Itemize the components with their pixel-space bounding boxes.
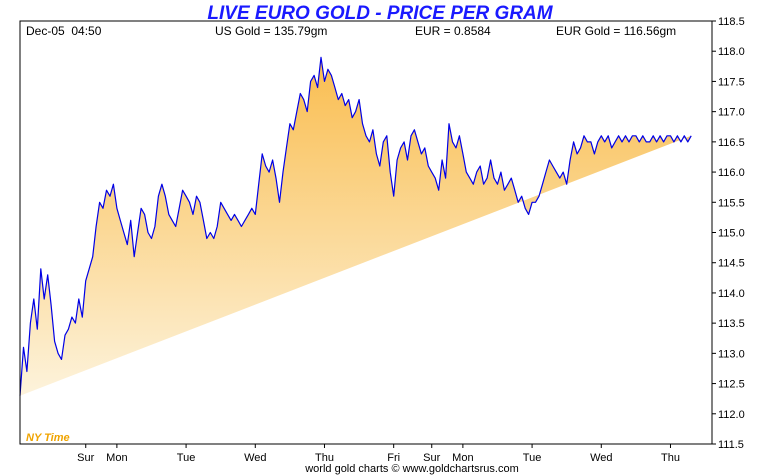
x-tick-label: Thu xyxy=(315,452,334,464)
x-tick-label: Tue xyxy=(523,452,542,464)
y-tick-label: 112.5 xyxy=(718,379,745,391)
chart-title: LIVE EURO GOLD - PRICE PER GRAM xyxy=(207,3,553,24)
x-tick-label: Thu xyxy=(661,452,680,464)
y-tick-label: 114.0 xyxy=(718,288,745,300)
footer-credit: world gold charts © www.goldchartsrus.co… xyxy=(304,463,519,475)
y-tick-label: 117.5 xyxy=(718,76,745,88)
y-tick-label: 113.5 xyxy=(718,318,745,330)
x-axis: Sur Mon Tue Wed Thu Fri Sur Mon Tue Wed Thu xyxy=(77,444,680,464)
x-tick-label: Wed xyxy=(244,452,266,464)
y-tick-label: 115.0 xyxy=(718,228,745,240)
x-tick-label: Mon xyxy=(106,452,127,464)
eur-gold-label: EUR Gold = 116.56gm xyxy=(556,24,676,38)
us-gold-label: US Gold = 135.79gm xyxy=(215,24,327,38)
y-tick-label: 118.0 xyxy=(718,46,745,58)
x-tick-label: Sur xyxy=(423,452,440,464)
x-tick-label: Wed xyxy=(590,452,612,464)
x-tick-label: Tue xyxy=(177,452,196,464)
y-tick-label: 111.5 xyxy=(718,439,744,451)
y-axis: 111.5 112.0 112.5 113.0 113.5 114.0 114.5 115.0… xyxy=(712,16,745,451)
y-tick-label: 115.5 xyxy=(718,197,745,209)
x-tick-label: Sur xyxy=(77,452,94,464)
price-area-fill xyxy=(20,57,692,396)
y-tick-label: 113.0 xyxy=(718,348,745,360)
y-tick-label: 117.0 xyxy=(718,107,745,119)
price-line xyxy=(19,56,692,396)
eur-rate-label: EUR = 0.8584 xyxy=(415,24,491,38)
timezone-label: NY Time xyxy=(26,432,70,444)
y-tick-label: 116.0 xyxy=(718,167,745,179)
x-tick-label: Mon xyxy=(452,452,473,464)
y-tick-label: 114.5 xyxy=(718,258,745,270)
y-tick-label: 118.5 xyxy=(718,16,745,28)
x-tick-label: Fri xyxy=(387,452,400,464)
y-tick-label: 112.0 xyxy=(718,409,745,421)
datetime-label: Dec-05 04:50 xyxy=(26,24,102,38)
y-tick-label: 116.5 xyxy=(718,137,745,149)
